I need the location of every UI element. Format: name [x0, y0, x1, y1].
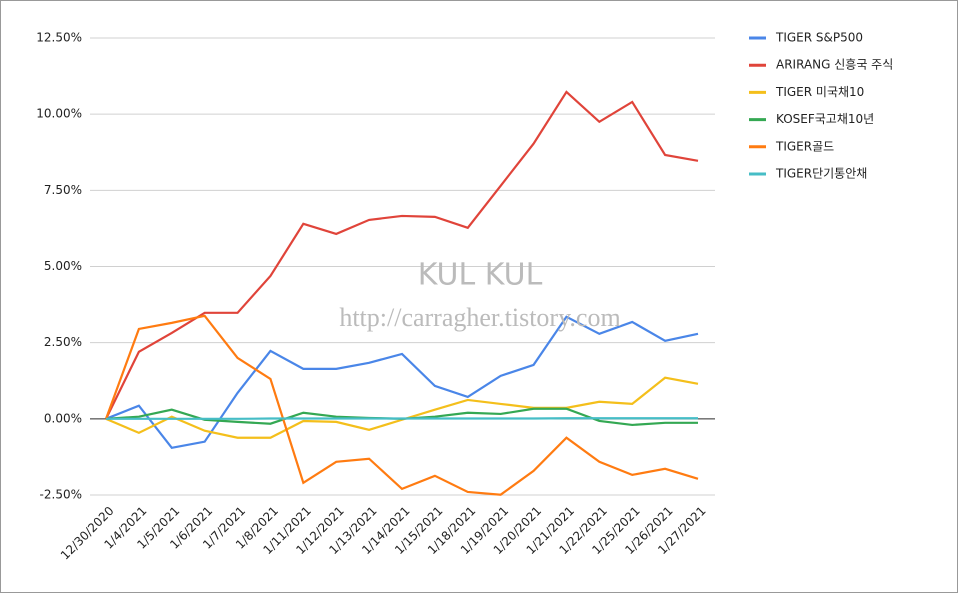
- series-line: [105, 315, 699, 449]
- series-line: [106, 417, 698, 420]
- y-tick-label: 7.50%: [44, 183, 82, 197]
- watermark: http://carragher.tistory.com: [339, 303, 620, 332]
- y-tick-label: 0.00%: [44, 411, 82, 425]
- y-tick-label: 12.50%: [36, 31, 82, 45]
- series-line: [104, 314, 699, 496]
- legend-label: TIGER 미국채10: [775, 85, 864, 99]
- legend-label: TIGER S&P500: [775, 31, 863, 45]
- legend-label: ARIRANG 신흥국 주식: [776, 58, 893, 72]
- watermark: KUL KUL: [418, 258, 543, 293]
- y-tick-label: 5.00%: [44, 259, 82, 273]
- legend-label: TIGER단기통안채: [775, 167, 867, 181]
- y-tick-label: 2.50%: [44, 335, 82, 349]
- y-tick-label: 10.00%: [36, 107, 82, 121]
- series-line: [105, 90, 699, 420]
- y-tick-label: -2.50%: [40, 488, 82, 502]
- legend-label: TIGER골드: [775, 139, 834, 153]
- legend-label: KOSEF국고채10년: [776, 112, 874, 126]
